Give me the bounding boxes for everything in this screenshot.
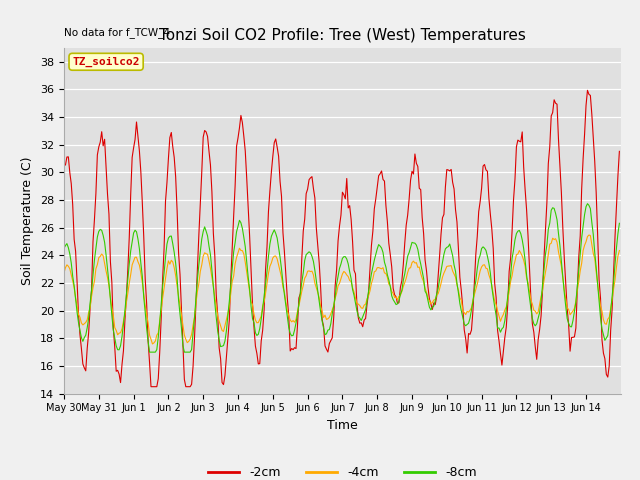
- Legend: -2cm, -4cm, -8cm: -2cm, -4cm, -8cm: [204, 461, 481, 480]
- -2cm: [540, 255, 548, 261]
- -4cm: [97, 253, 104, 259]
- -2cm: [60, 162, 68, 168]
- Line: -8cm: -8cm: [64, 204, 620, 352]
- -2cm: [97, 139, 104, 145]
- -8cm: [146, 349, 154, 355]
- -8cm: [60, 245, 68, 251]
- -4cm: [616, 248, 623, 253]
- -8cm: [458, 308, 465, 314]
- -2cm: [79, 361, 86, 367]
- -4cm: [148, 341, 156, 347]
- -8cm: [614, 231, 622, 237]
- Title: Tonzi Soil CO2 Profile: Tree (West) Temperatures: Tonzi Soil CO2 Profile: Tree (West) Temp…: [159, 28, 526, 43]
- -2cm: [147, 384, 155, 390]
- -2cm: [584, 87, 591, 93]
- -4cm: [540, 278, 548, 284]
- Line: -2cm: -2cm: [64, 90, 620, 387]
- -2cm: [458, 288, 465, 294]
- -8cm: [348, 276, 355, 282]
- -8cm: [616, 220, 623, 226]
- -4cm: [585, 232, 593, 238]
- -8cm: [97, 227, 104, 232]
- Y-axis label: Soil Temperature (C): Soil Temperature (C): [22, 156, 35, 285]
- Text: No data for f_TCW_4: No data for f_TCW_4: [64, 27, 170, 38]
- -8cm: [79, 338, 86, 344]
- Text: TZ_soilco2: TZ_soilco2: [72, 57, 140, 67]
- -4cm: [458, 297, 465, 303]
- -4cm: [614, 253, 622, 259]
- X-axis label: Time: Time: [327, 419, 358, 432]
- -4cm: [60, 270, 68, 276]
- Line: -4cm: -4cm: [64, 235, 620, 344]
- -4cm: [79, 322, 86, 328]
- -2cm: [614, 173, 622, 179]
- -8cm: [584, 201, 591, 206]
- -2cm: [348, 216, 355, 222]
- -2cm: [616, 148, 623, 154]
- -4cm: [348, 278, 355, 284]
- -8cm: [540, 267, 548, 273]
